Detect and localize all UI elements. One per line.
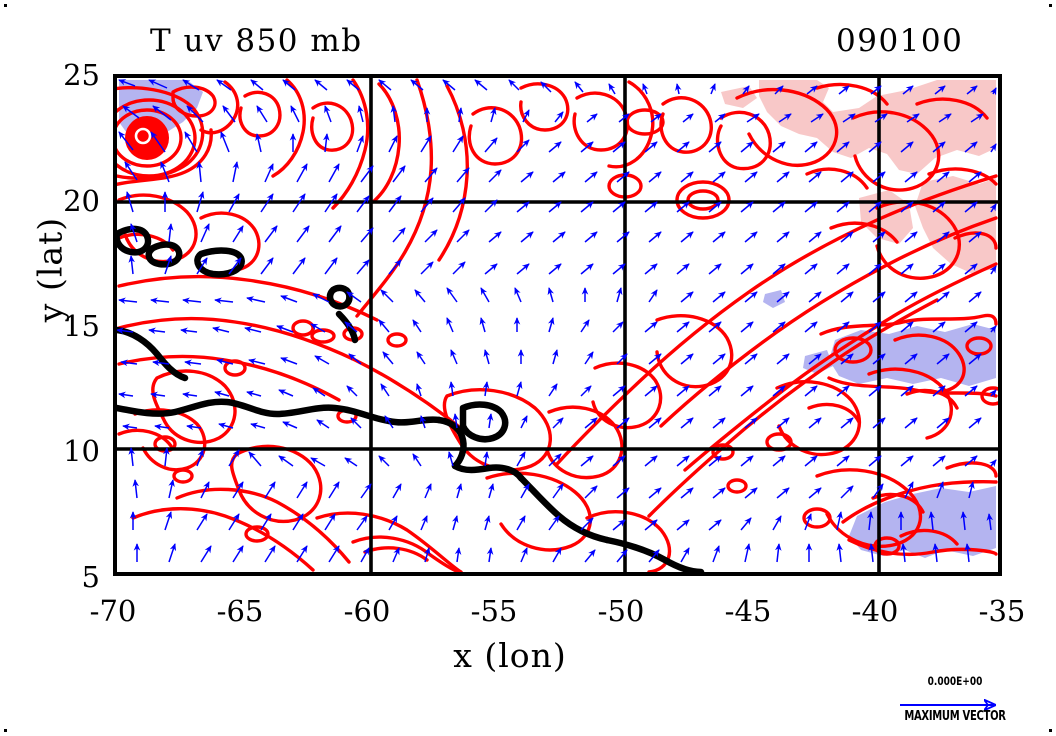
x-tick-label: -35 <box>978 594 1026 628</box>
y-tick-label: 5 <box>81 560 100 594</box>
y-tick-label: 15 <box>63 309 100 343</box>
plot-area <box>113 74 1002 576</box>
wind-vectors <box>117 79 997 563</box>
vector-legend: 0.000E+00 MAXIMUM VECTOR <box>890 676 1020 732</box>
cool-shade-se <box>849 486 996 558</box>
contour-hotspot-core <box>125 116 169 160</box>
x-tick-label: -65 <box>216 594 264 628</box>
contour-vector-plot <box>117 78 998 572</box>
corner-mark-bl <box>4 729 7 732</box>
coastline <box>117 225 705 572</box>
x-tick-label: -50 <box>597 594 645 628</box>
x-tick-label: -70 <box>89 594 137 628</box>
x-tick-label: -60 <box>343 594 391 628</box>
y-axis-label: y (lat) <box>30 216 70 323</box>
cool-shade-east <box>829 324 996 386</box>
corner-mark-tl <box>4 4 7 7</box>
x-tick-label: -45 <box>724 594 772 628</box>
x-tick-label: -55 <box>470 594 518 628</box>
x-axis-label: x (lon) <box>453 636 567 675</box>
vector-legend-value: 0.000E+00 <box>927 676 983 689</box>
x-tick-label: -40 <box>851 594 899 628</box>
gridlines <box>117 78 998 572</box>
chart-timestamp: 090100 <box>836 23 964 59</box>
vector-legend-arrow <box>900 698 1012 712</box>
cool-shade-dot <box>763 290 785 308</box>
y-tick-label: 25 <box>63 58 100 92</box>
y-tick-label: 20 <box>63 184 100 218</box>
y-tick-label: 10 <box>63 434 100 468</box>
shaded-regions <box>119 80 996 558</box>
corner-mark-br <box>1049 729 1052 732</box>
corner-mark-tr <box>1049 4 1052 7</box>
vector-legend-caption: MAXIMUM VECTOR <box>904 709 1006 724</box>
chart-title: T uv 850 mb <box>150 23 363 59</box>
temperature-contours <box>117 78 998 572</box>
